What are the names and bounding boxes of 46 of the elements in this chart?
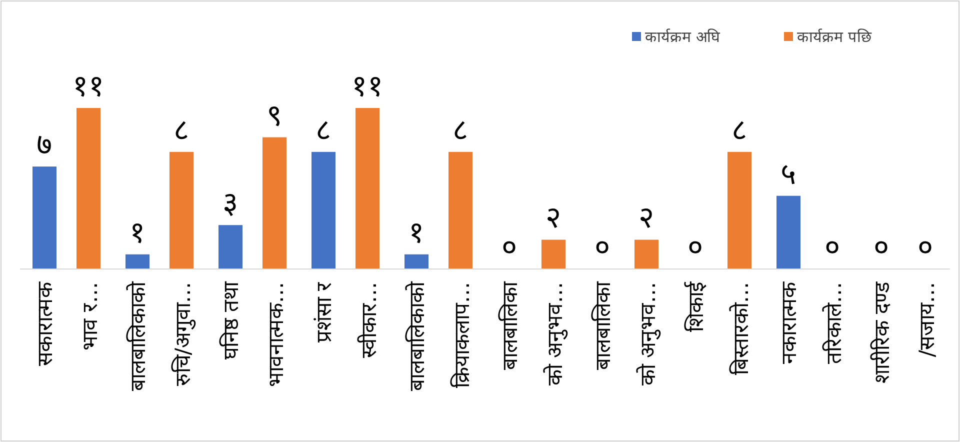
x-tick-label: शारीरिक दण्ड /सजाय… bbox=[870, 281, 939, 384]
x-tick-label: बालबालिका को अनुभव… bbox=[498, 281, 568, 386]
bar bbox=[218, 225, 242, 269]
bar bbox=[542, 240, 566, 269]
bar bbox=[126, 254, 150, 269]
data-label: ७ bbox=[36, 128, 52, 163]
data-label: ० bbox=[918, 230, 934, 265]
x-tick-label: नकारात्मक तरिकाले… bbox=[777, 281, 846, 364]
bar bbox=[404, 254, 428, 269]
bar bbox=[32, 166, 56, 269]
data-label: ० bbox=[874, 230, 890, 265]
bar bbox=[170, 152, 194, 269]
data-label: ११ bbox=[352, 69, 384, 104]
x-tick-label: बालबालिकाको रुचि/अगुवा… bbox=[126, 281, 196, 391]
bar bbox=[448, 152, 472, 269]
x-tick-label: शिकाई बिस्तारको… bbox=[684, 281, 753, 375]
data-label: ८ bbox=[452, 112, 468, 148]
x-tick-label: प्रशंसा र स्वीकार… bbox=[312, 282, 381, 358]
data-label: १ bbox=[130, 215, 146, 250]
data-label: ८ bbox=[174, 112, 190, 148]
x-tick-label: बालबालिकाको क्रियाकलाप… bbox=[405, 281, 474, 391]
bar bbox=[776, 196, 800, 269]
data-label: ३ bbox=[222, 186, 238, 222]
data-label: ० bbox=[594, 230, 610, 265]
data-label: ९ bbox=[266, 98, 282, 134]
bar bbox=[262, 137, 286, 269]
data-label: ० bbox=[688, 230, 704, 265]
x-tick-label: बालबालिका को अनुभव… bbox=[591, 281, 661, 386]
data-label: ५ bbox=[780, 156, 796, 192]
data-label: ० bbox=[502, 230, 518, 265]
bar bbox=[728, 152, 752, 269]
data-label: १ bbox=[408, 215, 424, 250]
bar bbox=[356, 108, 380, 269]
bar bbox=[76, 108, 100, 269]
data-label: ८ bbox=[316, 112, 332, 148]
data-label: ० bbox=[824, 230, 840, 265]
legend-label: कार्यक्रम अघि bbox=[645, 28, 721, 46]
x-tick-label: सकारात्मक भाव र… bbox=[33, 281, 102, 366]
bar bbox=[634, 240, 658, 269]
data-label: २ bbox=[546, 200, 562, 236]
data-label: ८ bbox=[732, 112, 748, 148]
bar bbox=[312, 152, 336, 269]
data-label: ११ bbox=[72, 69, 104, 104]
data-label: २ bbox=[638, 200, 654, 236]
legend-label: कार्यक्रम पछि bbox=[797, 28, 872, 46]
x-tick-label: घनिष्ठ तथा भावनात्मक… bbox=[219, 281, 288, 387]
